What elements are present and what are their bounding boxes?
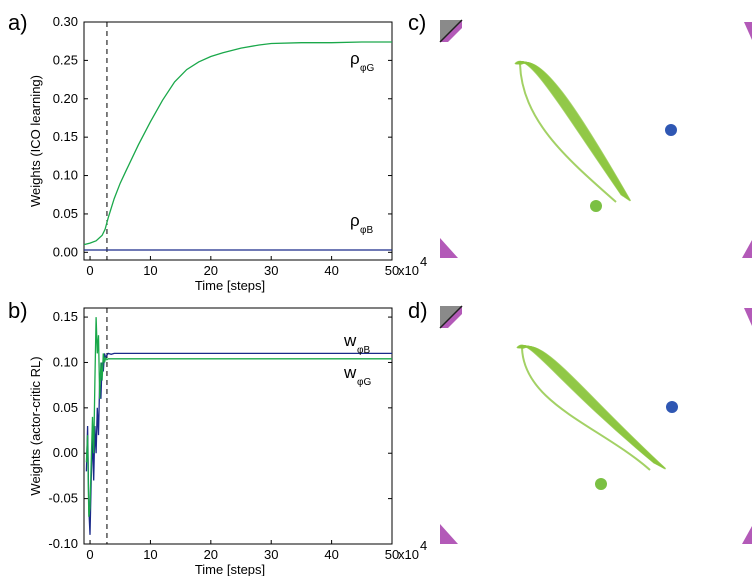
series-label-rho-phiG: ρ	[350, 49, 360, 68]
trajectory-line	[519, 63, 617, 203]
trajectory-bundle-c	[514, 60, 632, 203]
blue-dot-d	[666, 401, 678, 413]
x-tick-label-a: 50	[385, 263, 399, 278]
y-tick-label-b: 0.05	[53, 400, 78, 415]
x-tick-label-a: 30	[264, 263, 278, 278]
y-tick-label-b: 0.00	[53, 445, 78, 460]
y-tick-label-a: 0.00	[53, 244, 78, 259]
y-tick-label-b: -0.05	[48, 491, 78, 506]
goal-dot-c	[590, 200, 602, 212]
x-multiplier-a: x10	[398, 263, 419, 278]
panel-label-b: b)	[8, 298, 28, 323]
series-line-a-G	[83, 41, 392, 246]
x-tick-label-b: 30	[264, 547, 278, 562]
x-multiplier-b: x10	[398, 547, 419, 562]
corner-diagonal-d	[439, 305, 463, 329]
goal-dot-d	[595, 478, 607, 490]
trajectory-bundle-d	[516, 344, 667, 471]
corner-diagonal-c	[439, 19, 463, 43]
corner-purple-bottom-right-c	[742, 240, 752, 258]
trajectory-line	[515, 61, 625, 197]
trajectory-line	[521, 347, 651, 471]
corner-purple-top-right-d	[744, 308, 752, 326]
panel-label-c: c)	[408, 10, 426, 35]
series-label-sub-w-phiG: φG	[357, 377, 371, 388]
y-tick-label-a: 0.30	[53, 14, 78, 29]
y-tick-label-a: 0.25	[53, 52, 78, 67]
x-tick-label-b: 0	[86, 547, 93, 562]
series-label-sub-rho-phiG: φG	[360, 63, 374, 74]
trajectory-line	[514, 60, 623, 196]
x-tick-label-a: 20	[204, 263, 218, 278]
y-tick-label-a: 0.15	[53, 129, 78, 144]
panel-label-d: d)	[408, 298, 428, 323]
x-tick-label-b: 20	[204, 547, 218, 562]
corner-purple-bottom-left-c	[440, 238, 458, 258]
trajectory-line	[520, 61, 632, 202]
y-tick-label-b: -0.10	[48, 536, 78, 551]
series-line-b-G	[85, 317, 392, 517]
x-multiplier-exponent-b: 4	[420, 538, 427, 553]
series-label-rho-phiB: ρ	[350, 211, 360, 230]
x-tick-label-a: 10	[143, 263, 157, 278]
y-tick-label-a: 0.10	[53, 168, 78, 183]
corner-purple-top-right-c	[744, 22, 752, 40]
y-axis-label-b: Weights (actor-critic RL)	[28, 356, 43, 495]
y-tick-label-b: 0.10	[53, 354, 78, 369]
y-tick-label-a: 0.20	[53, 91, 78, 106]
series-label-sub-rho-phiB: φB	[360, 225, 373, 236]
trajectory-panel-d	[439, 305, 752, 544]
plot-frame-a	[83, 21, 393, 261]
series-label-sub-w-phiB: φB	[357, 345, 370, 356]
trajectory-line	[515, 61, 624, 197]
x-tick-label-a: 40	[324, 263, 338, 278]
series-label-w-phiB: w	[343, 331, 357, 350]
x-tick-label-a: 0	[86, 263, 93, 278]
x-multiplier-exponent-a: 4	[420, 254, 427, 269]
plot-frame-b	[83, 307, 393, 545]
corner-purple-bottom-right-d	[742, 526, 752, 544]
x-tick-label-b: 40	[324, 547, 338, 562]
x-axis-label-a: Time [steps]	[195, 278, 265, 293]
y-tick-label-a: 0.05	[53, 206, 78, 221]
series-label-w-phiG: w	[343, 363, 357, 382]
y-tick-label-b: 0.15	[53, 309, 78, 324]
x-axis-label-b: Time [steps]	[195, 562, 265, 576]
trajectory-line	[514, 60, 623, 196]
x-tick-label-b: 10	[143, 547, 157, 562]
trajectory-panel-c	[439, 19, 752, 258]
panel-label-a: a)	[8, 10, 28, 35]
corner-purple-bottom-left-d	[440, 524, 458, 544]
x-tick-label-b: 50	[385, 547, 399, 562]
y-axis-label-a: Weights (ICO learning)	[28, 75, 43, 207]
blue-dot-c	[665, 124, 677, 136]
chart-a: 0.00 0.05 0.10 0.15 0.20 0.25 0.30 0 10 20 30 40 50x…	[28, 14, 427, 293]
trajectory-line	[522, 346, 667, 470]
chart-b: -0.10 -0.05 0.00 0.05 0.10 0.15 0 10 20 30 40 50x10…	[28, 307, 427, 576]
